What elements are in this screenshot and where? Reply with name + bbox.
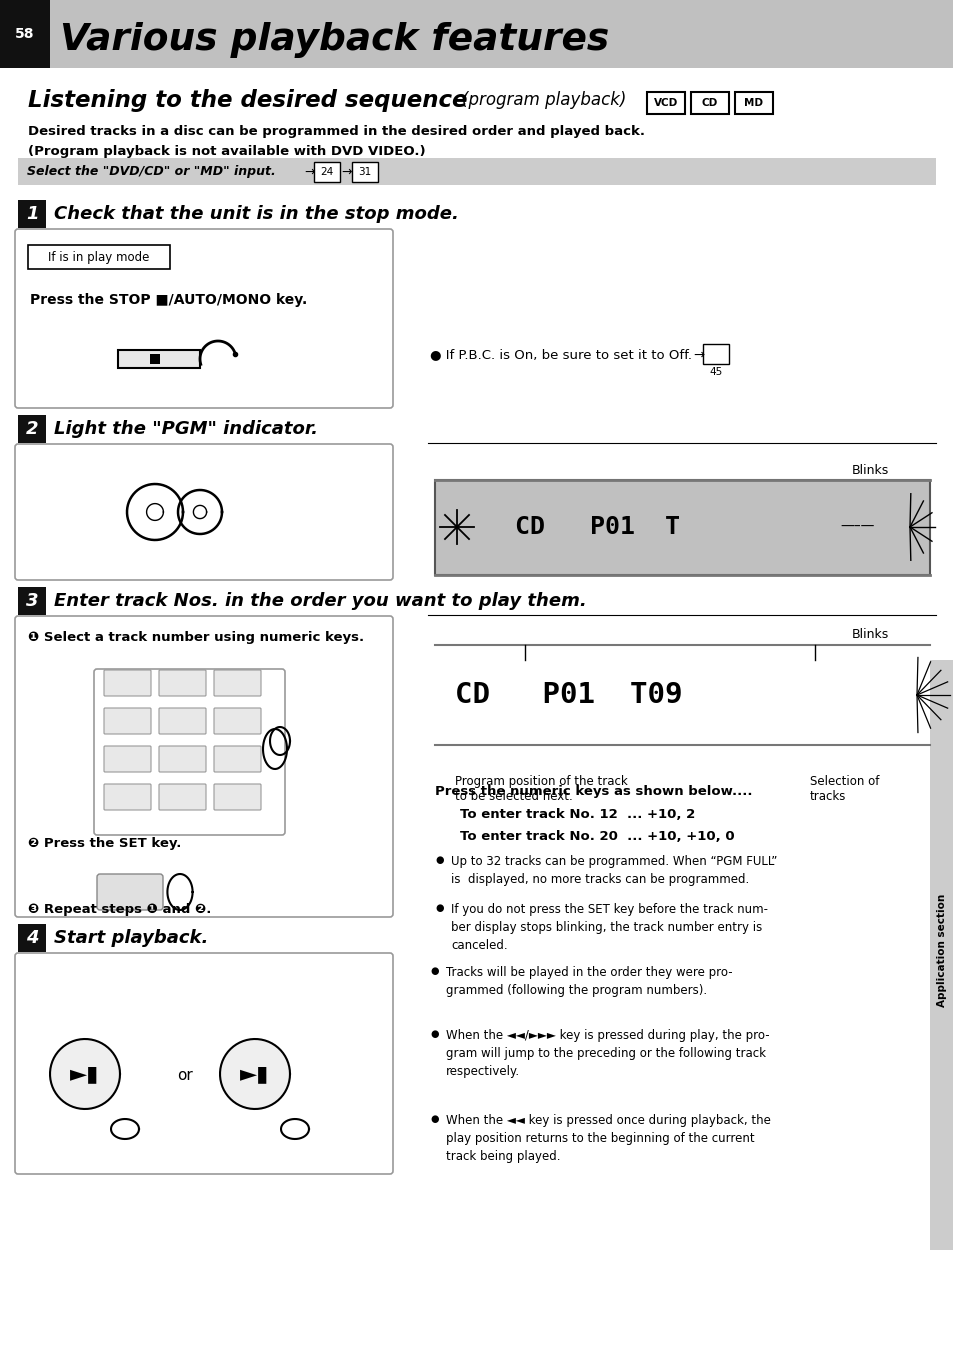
Text: 4: 4 [26, 929, 38, 947]
Bar [18, 586, 46, 615]
Text: (Program playback is not available with DVD VIDEO.): (Program playback is not available with … [28, 146, 425, 158]
Text: —–—: —–— [840, 520, 874, 534]
Bar [929, 661, 953, 1250]
FancyBboxPatch shape [213, 708, 261, 734]
Text: 24: 24 [320, 168, 334, 177]
FancyBboxPatch shape [159, 784, 206, 811]
Text: Desired tracks in a disc can be programmed in the desired order and played back.: Desired tracks in a disc can be programm… [28, 126, 644, 139]
Text: ❷ Press the SET key.: ❷ Press the SET key. [28, 838, 181, 851]
Text: →: → [340, 166, 351, 178]
Bar [150, 354, 160, 363]
FancyBboxPatch shape [15, 616, 393, 917]
Text: CD: CD [701, 99, 718, 108]
Text: ❸ Repeat steps ❶ and ❷.: ❸ Repeat steps ❶ and ❷. [28, 902, 212, 916]
Bar [0, 0, 953, 68]
Text: Blinks: Blinks [850, 628, 887, 642]
FancyBboxPatch shape [213, 746, 261, 771]
Bar [435, 480, 929, 576]
Text: When the ◄◄ key is pressed once during playback, the
play position returns to th: When the ◄◄ key is pressed once during p… [446, 1115, 770, 1163]
FancyBboxPatch shape [213, 670, 261, 696]
Text: ●: ● [430, 966, 438, 975]
FancyBboxPatch shape [159, 746, 206, 771]
Text: Enter track Nos. in the order you want to play them.: Enter track Nos. in the order you want t… [54, 592, 586, 611]
FancyBboxPatch shape [159, 708, 206, 734]
FancyBboxPatch shape [352, 162, 377, 182]
Bar [118, 350, 200, 367]
Text: 45: 45 [709, 367, 721, 377]
Text: →: → [304, 166, 314, 178]
FancyBboxPatch shape [646, 92, 684, 113]
Text: Light the "PGM" indicator.: Light the "PGM" indicator. [54, 420, 317, 438]
Text: ● If P.B.C. is On, be sure to set it to Off.: ● If P.B.C. is On, be sure to set it to … [430, 349, 691, 362]
Text: 1: 1 [26, 205, 38, 223]
Text: ►▮: ►▮ [71, 1065, 99, 1084]
FancyBboxPatch shape [97, 874, 163, 911]
Text: →: → [692, 349, 703, 362]
Text: If you do not press the SET key before the track num-
ber display stops blinking: If you do not press the SET key before t… [451, 902, 767, 952]
Polygon shape [220, 1039, 290, 1109]
FancyBboxPatch shape [104, 670, 151, 696]
Text: CD   P01  T: CD P01 T [515, 515, 679, 539]
FancyBboxPatch shape [15, 952, 393, 1174]
Text: Selection of
tracks: Selection of tracks [809, 775, 879, 802]
Bar [0, 0, 50, 68]
Text: or: or [177, 1069, 193, 1084]
FancyBboxPatch shape [213, 784, 261, 811]
Text: Press the STOP ■/AUTO/MONO key.: Press the STOP ■/AUTO/MONO key. [30, 293, 307, 307]
Text: VCD: VCD [653, 99, 678, 108]
Text: To enter track No. 20  ... +10, +10, 0: To enter track No. 20 ... +10, +10, 0 [459, 830, 734, 843]
Text: Check that the unit is in the stop mode.: Check that the unit is in the stop mode. [54, 205, 458, 223]
Text: Blinks: Blinks [850, 463, 887, 477]
Bar [18, 415, 46, 443]
FancyBboxPatch shape [15, 230, 393, 408]
Text: ●: ● [430, 1029, 438, 1039]
FancyBboxPatch shape [314, 162, 339, 182]
Text: 3: 3 [26, 592, 38, 611]
Text: CD   P01  T09: CD P01 T09 [455, 681, 681, 709]
FancyBboxPatch shape [28, 245, 170, 269]
FancyBboxPatch shape [104, 746, 151, 771]
Text: ●: ● [435, 902, 443, 913]
Text: If is in play mode: If is in play mode [49, 250, 150, 263]
Text: Application section: Application section [936, 893, 946, 1006]
Text: Listening to the desired sequence: Listening to the desired sequence [28, 89, 467, 112]
Text: Up to 32 tracks can be programmed. When “PGM FULL”
is  displayed, no more tracks: Up to 32 tracks can be programmed. When … [451, 855, 777, 886]
Text: ❶ Select a track number using numeric keys.: ❶ Select a track number using numeric ke… [28, 631, 364, 643]
Text: To enter track No. 12  ... +10, 2: To enter track No. 12 ... +10, 2 [459, 808, 695, 820]
Text: 31: 31 [358, 168, 372, 177]
FancyBboxPatch shape [104, 784, 151, 811]
Bar [18, 924, 46, 952]
Text: 2: 2 [26, 420, 38, 438]
Text: Program position of the track
to be selected next.: Program position of the track to be sele… [455, 775, 627, 802]
FancyBboxPatch shape [690, 92, 728, 113]
Text: Start playback.: Start playback. [54, 929, 208, 947]
FancyBboxPatch shape [159, 670, 206, 696]
Text: Various playback features: Various playback features [60, 22, 609, 58]
Text: (program playback): (program playback) [461, 91, 626, 109]
Bar [435, 644, 929, 744]
FancyBboxPatch shape [702, 345, 728, 363]
Text: When the ◄◄/►►► key is pressed during play, the pro-
gram will jump to the prece: When the ◄◄/►►► key is pressed during pl… [446, 1029, 769, 1078]
Text: ►▮: ►▮ [240, 1065, 270, 1084]
Bar [18, 200, 46, 228]
Text: Press the numeric keys as shown below....: Press the numeric keys as shown below...… [435, 785, 752, 798]
Text: MD: MD [743, 99, 762, 108]
FancyBboxPatch shape [94, 669, 285, 835]
Text: 58: 58 [15, 27, 34, 41]
FancyBboxPatch shape [104, 708, 151, 734]
FancyBboxPatch shape [15, 444, 393, 580]
Text: Tracks will be played in the order they were pro-
grammed (following the program: Tracks will be played in the order they … [446, 966, 732, 997]
Text: Select the "DVD/CD" or "MD" input.: Select the "DVD/CD" or "MD" input. [27, 166, 275, 178]
Polygon shape [50, 1039, 120, 1109]
Text: ●: ● [430, 1115, 438, 1124]
FancyBboxPatch shape [734, 92, 772, 113]
Bar [18, 158, 935, 185]
Text: ●: ● [435, 855, 443, 865]
